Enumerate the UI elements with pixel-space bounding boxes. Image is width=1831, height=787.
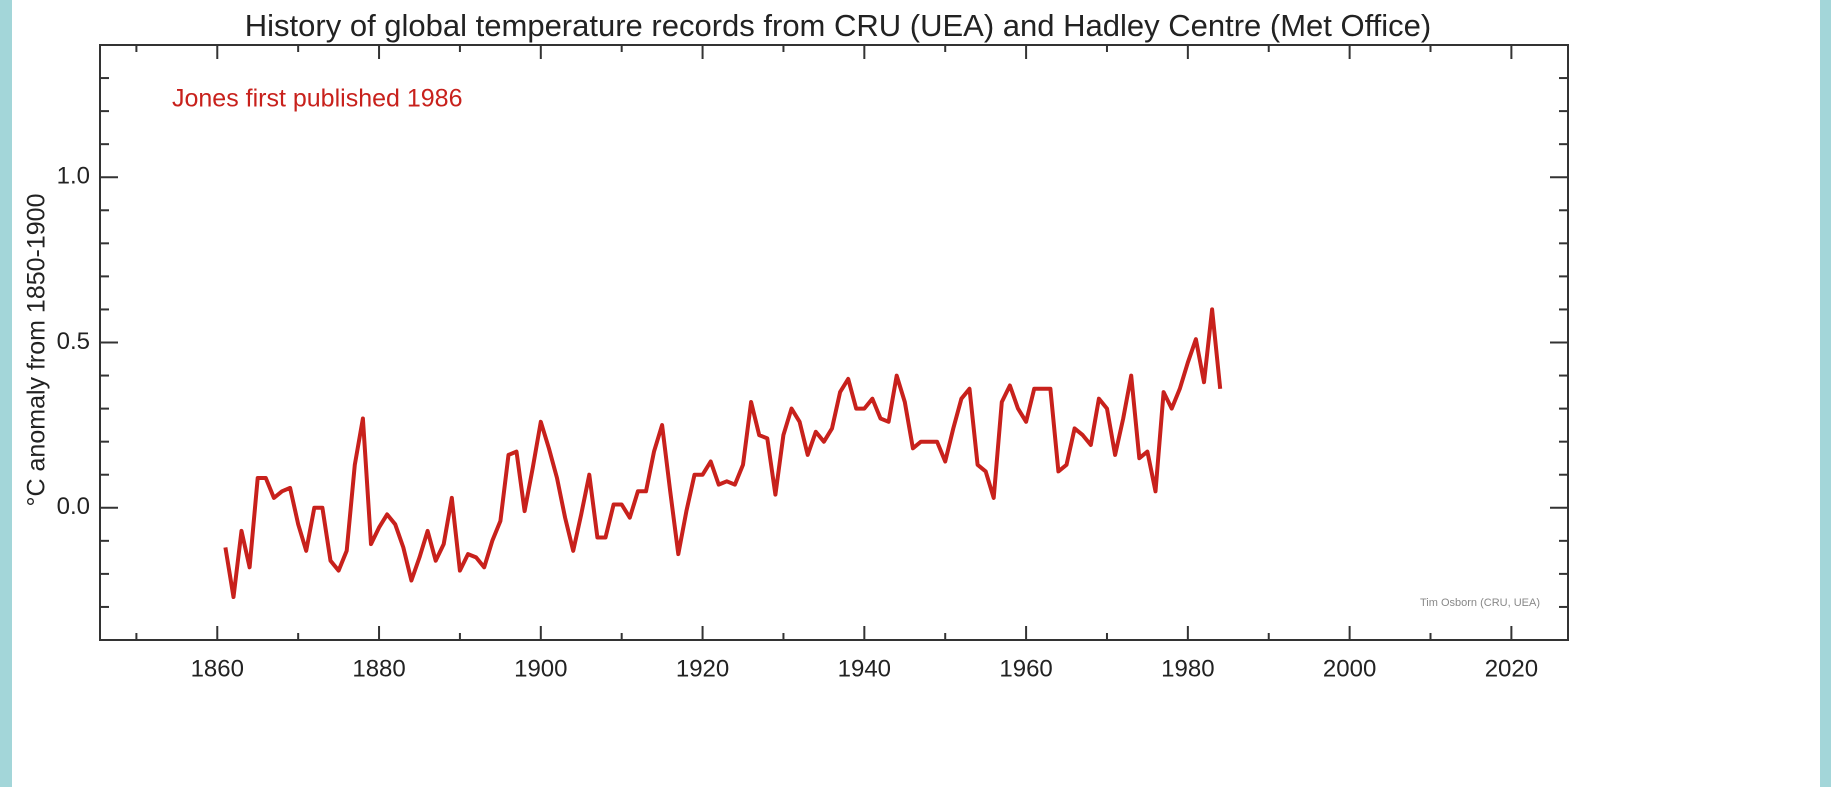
x-tick-label: 1880 — [352, 655, 405, 682]
background — [12, 0, 1820, 787]
y-tick-label: 0.5 — [57, 328, 90, 355]
x-tick-label: 1980 — [1161, 655, 1214, 682]
x-tick-label: 1860 — [191, 655, 244, 682]
x-tick-label: 1960 — [999, 655, 1052, 682]
x-tick-label: 2020 — [1485, 655, 1538, 682]
annotation: Jones first published 1986 — [172, 85, 462, 113]
y-tick-label: 1.0 — [57, 163, 90, 190]
x-tick-label: 1920 — [676, 655, 729, 682]
x-tick-label: 2000 — [1323, 655, 1376, 682]
x-tick-label: 1940 — [838, 655, 891, 682]
chart-title: History of global temperature records fr… — [245, 8, 1431, 43]
y-tick-label: 0.0 — [57, 493, 90, 520]
credit: Tim Osborn (CRU, UEA) — [1420, 597, 1540, 609]
data-line — [223, 307, 1223, 599]
y-axis-label: °C anomaly from 1850-1900 — [23, 194, 51, 507]
x-tick-label: 1900 — [514, 655, 567, 682]
